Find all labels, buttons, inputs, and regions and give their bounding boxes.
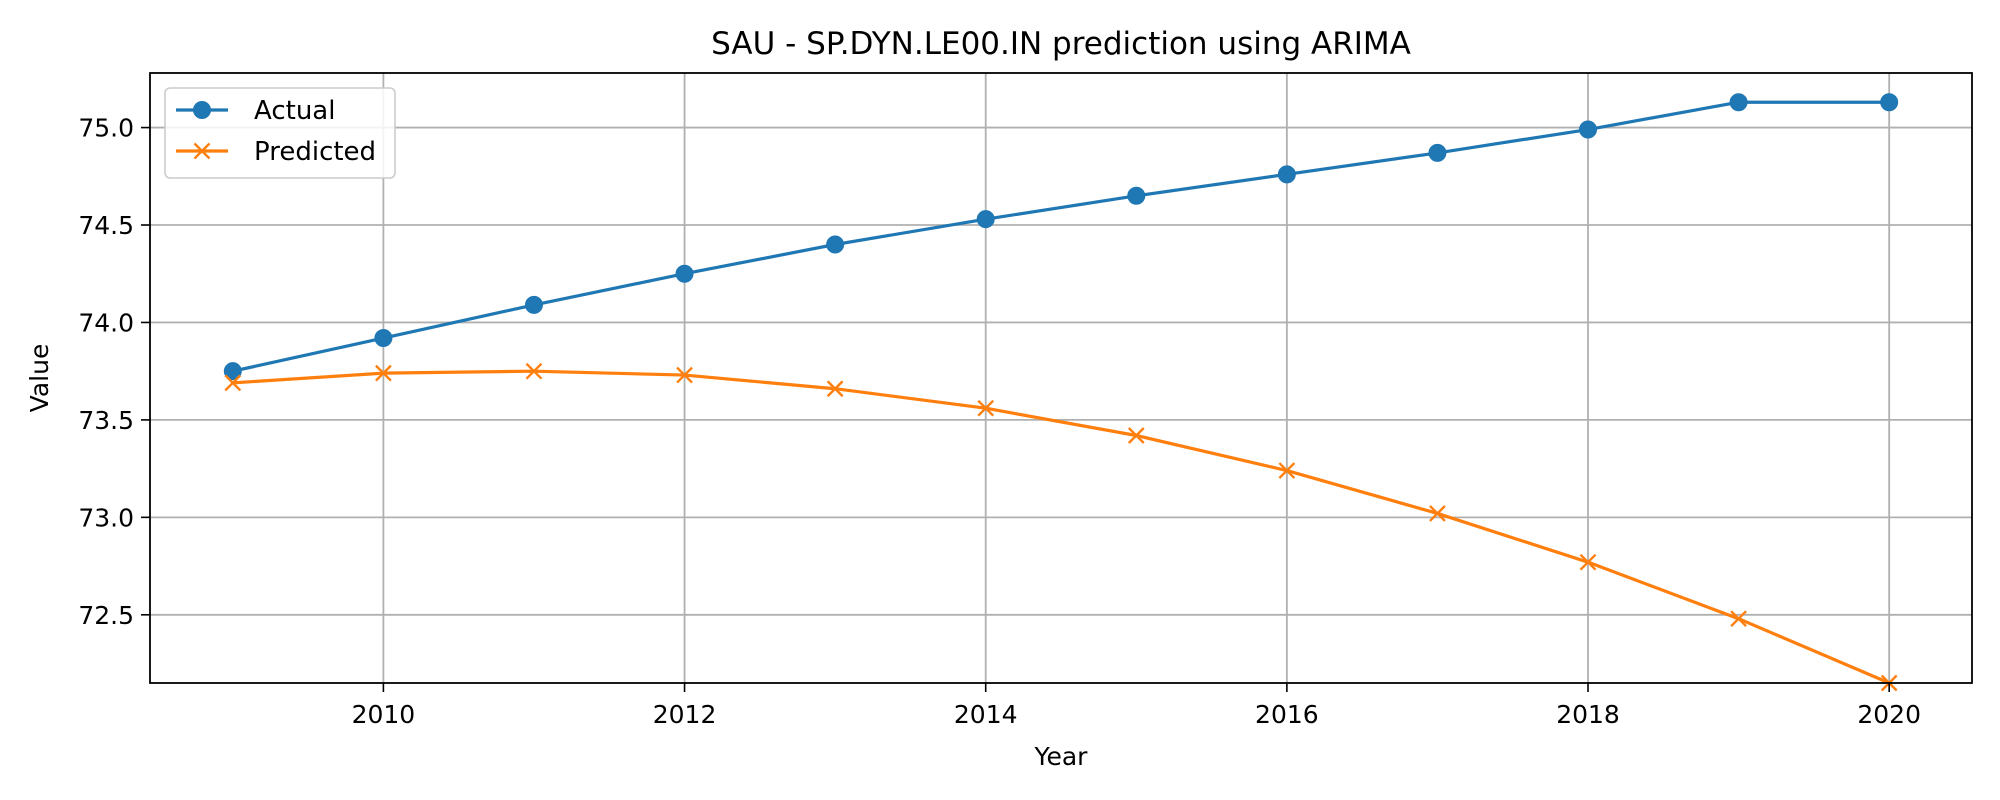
x-tick-label: 2010 bbox=[352, 700, 416, 729]
chart-title: SAU - SP.DYN.LE00.IN prediction using AR… bbox=[711, 26, 1411, 62]
x-tick-label: 2016 bbox=[1255, 700, 1319, 729]
data-point-predicted bbox=[1127, 427, 1145, 444]
x-tick-label: 2018 bbox=[1556, 700, 1620, 729]
data-point-predicted bbox=[1278, 462, 1296, 479]
y-axis-label: Value bbox=[25, 344, 54, 413]
data-point-predicted bbox=[224, 374, 242, 392]
data-point-predicted bbox=[977, 399, 995, 417]
x-tick-label: 2012 bbox=[653, 700, 717, 729]
series-line-predicted bbox=[231, 369, 1891, 685]
grid bbox=[150, 73, 1972, 683]
data-point-actual bbox=[976, 210, 995, 229]
data-point-predicted bbox=[375, 364, 392, 382]
data-point-actual bbox=[374, 329, 393, 348]
legend-label-actual: Actual bbox=[254, 96, 335, 126]
y-tick-label: 72.5 bbox=[78, 601, 134, 630]
series-line-actual bbox=[231, 100, 1891, 373]
series-layer bbox=[223, 93, 1899, 692]
data-point-predicted bbox=[1429, 505, 1446, 522]
data-point-predicted bbox=[676, 366, 693, 384]
data-point-actual bbox=[1579, 120, 1598, 139]
series-actual bbox=[223, 93, 1899, 381]
legend-label-predicted: Predicted bbox=[254, 137, 376, 167]
data-point-predicted bbox=[826, 380, 844, 398]
data-point-actual bbox=[524, 295, 543, 314]
data-point-actual bbox=[223, 362, 242, 381]
y-tick-label: 73.5 bbox=[78, 406, 134, 435]
legend-marker-predicted bbox=[193, 142, 211, 160]
x-tick-label: 2014 bbox=[954, 700, 1018, 729]
legend-item-predicted: Predicted bbox=[176, 137, 376, 167]
data-point-predicted bbox=[1579, 553, 1597, 571]
x-axis-label: Year bbox=[1034, 742, 1089, 771]
data-point-actual bbox=[1277, 165, 1296, 184]
data-point-actual bbox=[826, 235, 845, 254]
data-point-predicted bbox=[1730, 610, 1747, 628]
x-tick-label: 2020 bbox=[1857, 700, 1921, 729]
y-tick-label: 74.5 bbox=[78, 211, 134, 240]
legend: Actual Predicted bbox=[164, 87, 396, 179]
y-tick-label: 73.0 bbox=[78, 503, 134, 532]
legend-item-actual: Actual bbox=[176, 96, 335, 126]
data-point-actual bbox=[1428, 143, 1447, 162]
y-tick-label: 74.0 bbox=[78, 308, 134, 337]
series-predicted bbox=[224, 362, 1898, 692]
data-point-actual bbox=[1127, 186, 1146, 205]
data-point-actual bbox=[1729, 93, 1748, 112]
axes: 2010 2012 2014 2016 2018 2020 72.5 73.0 73.5 74.0… bbox=[78, 114, 1921, 729]
plot-area-frame bbox=[149, 72, 1973, 684]
data-point-actual bbox=[1880, 93, 1899, 112]
y-tick-label: 75.0 bbox=[78, 114, 134, 143]
data-point-actual bbox=[675, 264, 694, 283]
legend-marker-actual bbox=[193, 101, 211, 119]
data-point-predicted bbox=[525, 362, 543, 380]
